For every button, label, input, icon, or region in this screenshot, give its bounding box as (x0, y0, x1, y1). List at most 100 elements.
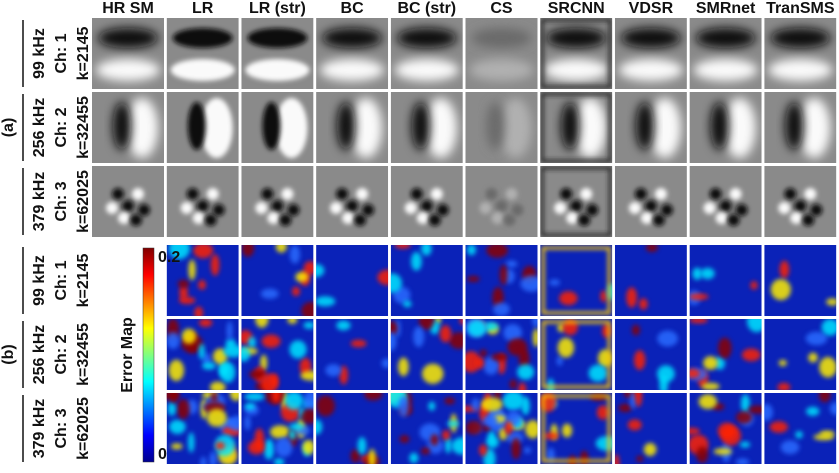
pattern (354, 214, 367, 226)
error-blob (777, 382, 791, 390)
error-blob (179, 285, 188, 301)
tile-bg (614, 319, 687, 390)
error-blob (740, 394, 750, 413)
error-blob (466, 245, 476, 256)
colorbar-max: 0.2 (158, 249, 180, 266)
error-blob (636, 455, 644, 463)
tile-bg (764, 245, 837, 316)
image-tile (614, 245, 687, 316)
image-tile (764, 92, 837, 163)
error-blob (518, 382, 527, 390)
pattern (186, 188, 199, 200)
error-blob (200, 456, 207, 464)
pattern (635, 102, 654, 150)
error-blob (532, 319, 538, 328)
image-tile (614, 166, 687, 237)
error-blob (559, 291, 578, 306)
pattern (98, 28, 158, 48)
pattern (138, 204, 150, 216)
error-blob (444, 437, 452, 454)
error-blob (525, 420, 538, 439)
image-tile (540, 393, 613, 464)
row-channel: Ch: 3 (53, 181, 70, 221)
pattern (794, 200, 807, 212)
pattern (785, 102, 804, 150)
error-blob (302, 439, 314, 455)
error-blob (467, 320, 487, 337)
error-blob (325, 364, 342, 377)
pattern (342, 212, 355, 224)
pattern (350, 98, 383, 158)
pattern (255, 202, 268, 214)
pattern (320, 59, 385, 81)
pattern (580, 188, 593, 200)
error-blob (808, 352, 818, 363)
error-blob (499, 264, 508, 286)
pattern (262, 102, 281, 150)
section-label: (b) (0, 344, 17, 364)
error-blob (225, 338, 236, 349)
error-blob (492, 287, 504, 308)
row-k: k=2145 (75, 253, 92, 307)
image-tile (689, 18, 762, 89)
pattern (640, 212, 653, 224)
row-k: k=32455 (75, 96, 92, 159)
tile-border (541, 394, 611, 463)
pattern (729, 188, 742, 200)
pattern (271, 200, 284, 212)
error-blob (482, 415, 498, 427)
error-blob (402, 300, 412, 308)
image-tile (689, 245, 762, 316)
error-blob (511, 437, 521, 460)
error-blob (260, 354, 268, 371)
error-blob (223, 344, 239, 358)
error-blob (301, 408, 314, 424)
row-freq: 256 kHz (31, 98, 48, 158)
error-blob (390, 321, 398, 336)
image-tile (465, 393, 538, 464)
error-blob (626, 287, 638, 308)
error-blob (764, 403, 774, 421)
pattern (503, 214, 516, 226)
image-tile (92, 92, 164, 163)
pattern (410, 188, 423, 200)
error-blob (303, 321, 314, 329)
pattern (770, 28, 831, 48)
error-blob (700, 267, 715, 280)
image-tile (390, 92, 463, 163)
error-blob (316, 264, 325, 278)
error-blob (229, 393, 239, 401)
pattern (436, 204, 449, 216)
pattern (586, 204, 599, 216)
error-blob (588, 364, 608, 382)
error-blob (638, 298, 648, 310)
error-blob (288, 429, 296, 440)
pattern (170, 59, 235, 81)
pattern (570, 200, 583, 212)
pattern (356, 188, 369, 200)
error-blob (595, 436, 613, 451)
error-blob (696, 446, 709, 464)
error-blob (441, 430, 451, 441)
pattern (204, 214, 217, 226)
error-blob (769, 421, 789, 433)
error-blob (167, 401, 177, 416)
row-channel: Ch: 2 (53, 107, 70, 147)
tile-border (540, 92, 612, 163)
image-tile (166, 245, 239, 316)
column-header: LR (192, 0, 214, 17)
column-header: BC (341, 0, 365, 17)
pattern (652, 214, 665, 226)
image-tile (241, 245, 314, 316)
error-blob (735, 411, 753, 424)
error-blob (476, 357, 485, 369)
pattern (802, 214, 815, 226)
error-blob (390, 331, 397, 352)
error-blob (821, 319, 837, 336)
error-blob (399, 435, 410, 443)
error-blob (770, 279, 791, 301)
colorbar-min: 0 (158, 446, 167, 463)
pattern (416, 212, 429, 224)
pattern (130, 214, 142, 226)
row-freq: 379 kHz (31, 172, 48, 232)
